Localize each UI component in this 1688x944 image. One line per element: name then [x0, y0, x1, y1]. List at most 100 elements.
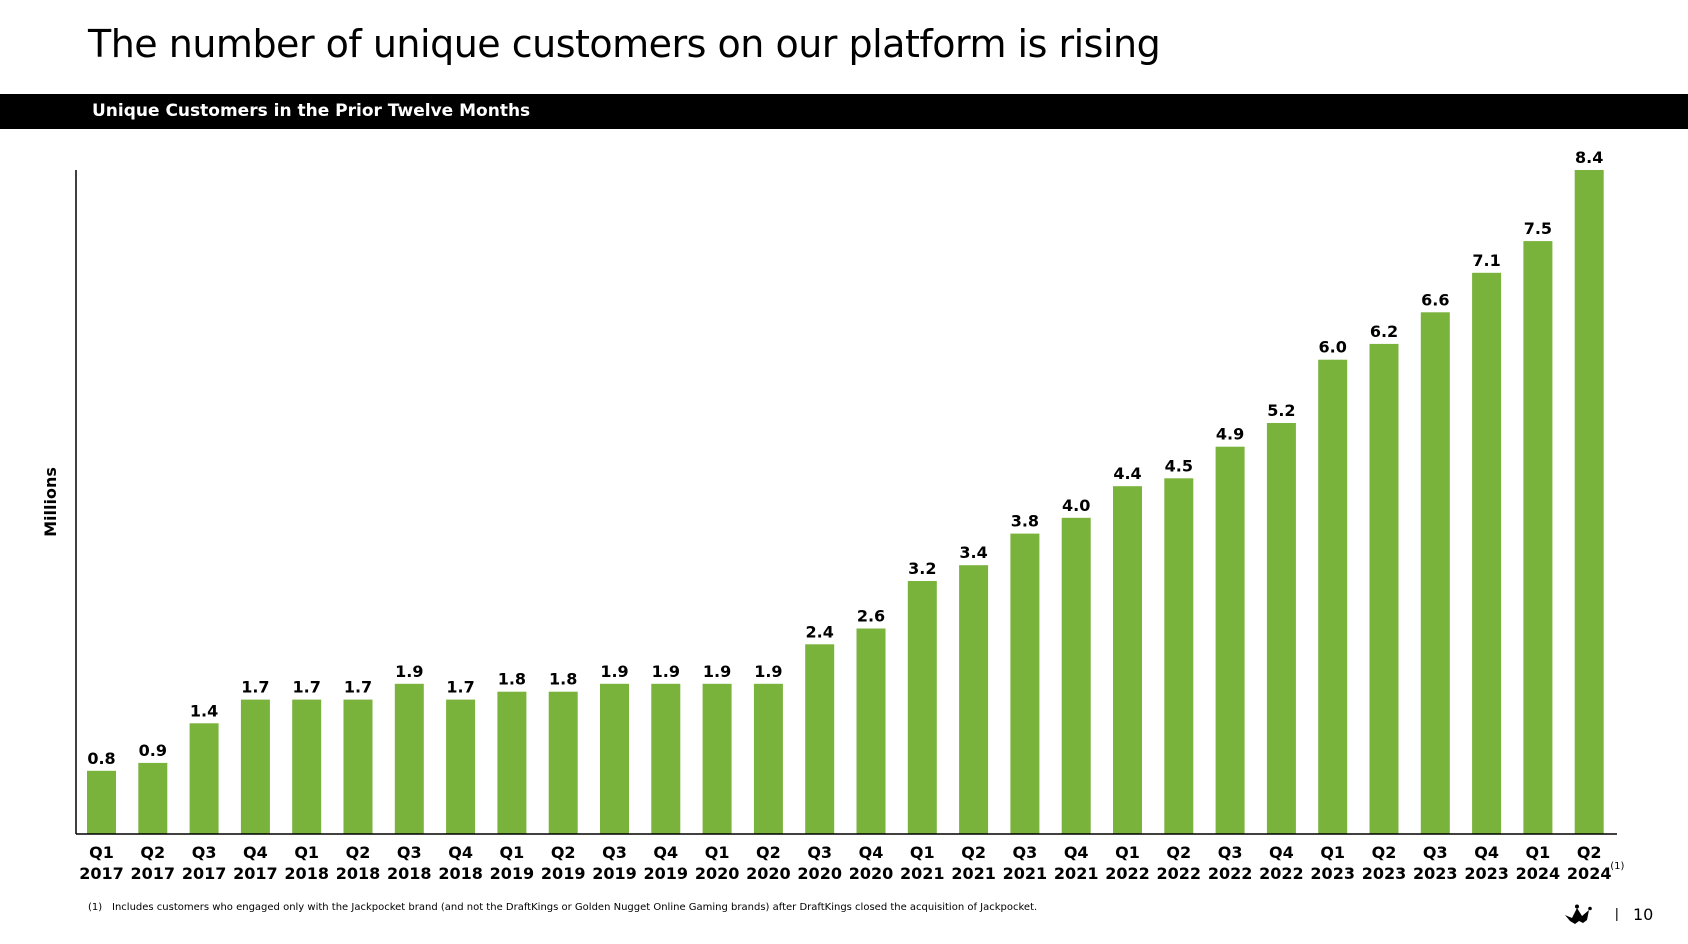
tick-label-quarter-21: Q2	[1166, 843, 1191, 862]
tick-label-year-23: 2022	[1259, 864, 1304, 883]
bar-5	[343, 699, 373, 834]
tick-label-quarter-0: Q1	[89, 843, 114, 862]
value-label-26: 6.6	[1421, 290, 1449, 309]
tick-label-quarter-3: Q4	[243, 843, 268, 862]
tick-label-quarter-14: Q3	[807, 843, 832, 862]
bar-25	[1369, 343, 1399, 834]
tick-label-quarter-8: Q1	[500, 843, 525, 862]
value-label-29: 8.4	[1575, 148, 1603, 167]
tick-label-year-6: 2018	[387, 864, 432, 883]
tick-label-quarter-22: Q3	[1218, 843, 1243, 862]
value-label-4: 1.7	[293, 678, 321, 697]
value-label-6: 1.9	[395, 662, 423, 681]
tick-label-quarter-23: Q4	[1269, 843, 1294, 862]
value-label-8: 1.8	[498, 670, 526, 689]
value-label-1: 0.9	[139, 741, 167, 760]
tick-label-quarter-26: Q3	[1423, 843, 1448, 862]
bar-19	[1061, 517, 1091, 834]
bar-26	[1420, 312, 1450, 834]
tick-label-quarter-16: Q1	[910, 843, 935, 862]
y-axis-label: Millions	[41, 467, 60, 537]
bar-14	[805, 644, 835, 834]
value-label-14: 2.4	[806, 622, 834, 641]
tick-label-year-2: 2017	[182, 864, 227, 883]
chart-title-banner: Unique Customers in the Prior Twelve Mon…	[0, 94, 1688, 129]
tick-label-quarter-11: Q4	[653, 843, 678, 862]
tick-label-year-28: 2024	[1516, 864, 1561, 883]
tick-label-year-17: 2021	[951, 864, 996, 883]
value-label-12: 1.9	[703, 662, 731, 681]
bar-16	[907, 581, 937, 834]
value-label-24: 6.0	[1319, 338, 1347, 357]
chart-title: Unique Customers in the Prior Twelve Mon…	[92, 101, 531, 121]
bars-group	[87, 170, 1604, 835]
tick-label-year-26: 2023	[1413, 864, 1458, 883]
value-label-19: 4.0	[1062, 496, 1090, 515]
bar-23	[1266, 423, 1296, 834]
tick-label-quarter-19: Q4	[1064, 843, 1089, 862]
bar-28	[1523, 241, 1553, 835]
value-label-13: 1.9	[754, 662, 782, 681]
tick-label-year-8: 2019	[490, 864, 535, 883]
value-label-17: 3.4	[959, 543, 987, 562]
tick-label-year-25: 2023	[1362, 864, 1407, 883]
value-label-0: 0.8	[87, 749, 115, 768]
tick-label-year-22: 2022	[1208, 864, 1253, 883]
value-label-25: 6.2	[1370, 322, 1398, 341]
tick-label-year-16: 2021	[900, 864, 945, 883]
bar-2	[189, 723, 219, 834]
tick-label-year-7: 2018	[438, 864, 483, 883]
bar-9	[548, 691, 578, 834]
bar-18	[1010, 533, 1040, 834]
bar-20	[1113, 486, 1142, 834]
value-label-11: 1.9	[652, 662, 680, 681]
tick-label-year-3: 2017	[233, 864, 278, 883]
bar-21	[1164, 478, 1194, 834]
bar-17	[959, 565, 989, 834]
bar-13	[753, 683, 783, 834]
tick-label-year-13: 2020	[746, 864, 791, 883]
bar-4	[292, 699, 322, 834]
tick-label-quarter-20: Q1	[1115, 843, 1140, 862]
tick-label-year-4: 2018	[284, 864, 329, 883]
tick-label-year-5: 2018	[336, 864, 381, 883]
footnote-text: Includes customers who engaged only with…	[112, 902, 1038, 913]
tick-label-year-11: 2019	[644, 864, 689, 883]
value-label-3: 1.7	[241, 678, 269, 697]
bar-7	[446, 699, 476, 834]
page-number: 10	[1633, 905, 1654, 924]
page-separator: |	[1615, 905, 1619, 921]
bar-6	[394, 683, 424, 834]
tick-label-year-1: 2017	[131, 864, 176, 883]
value-label-20: 4.4	[1113, 464, 1141, 483]
bar-15	[856, 628, 886, 834]
tick-label-quarter-5: Q2	[346, 843, 371, 862]
value-label-27: 7.1	[1472, 251, 1500, 270]
bar-10	[600, 683, 629, 834]
tick-label-year-10: 2019	[592, 864, 637, 883]
value-labels-group: 0.8 0.9 1.4 1.7 1.7 1.7 1.9 1.7 1.8 1.8 1.9 1.9 1.9 1…	[87, 148, 1603, 768]
value-label-21: 4.5	[1165, 456, 1193, 475]
tick-label-year-12: 2020	[695, 864, 740, 883]
tick-label-quarter-9: Q2	[551, 843, 576, 862]
bar-chart: 0.8 0.9 1.4 1.7 1.7 1.7 1.9 1.7 1.8 1.8 1.9 1.9 1.9 1…	[41, 148, 1624, 883]
tick-label-year-24: 2023	[1310, 864, 1355, 883]
tick-label-quarter-29: Q2	[1577, 843, 1602, 862]
last-category-note: (1)	[1610, 861, 1624, 872]
value-label-16: 3.2	[908, 559, 936, 578]
tick-label-quarter-4: Q1	[294, 843, 319, 862]
bar-1	[138, 762, 168, 834]
tick-label-quarter-18: Q3	[1013, 843, 1038, 862]
bar-27	[1472, 272, 1502, 834]
value-label-7: 1.7	[446, 678, 474, 697]
bar-11	[651, 683, 681, 834]
value-label-10: 1.9	[600, 662, 628, 681]
tick-label-year-27: 2023	[1464, 864, 1509, 883]
tick-label-year-21: 2022	[1157, 864, 1202, 883]
value-label-28: 7.5	[1524, 219, 1552, 238]
tick-label-quarter-25: Q2	[1372, 843, 1397, 862]
bar-24	[1318, 359, 1348, 834]
tick-label-year-0: 2017	[79, 864, 124, 883]
tick-labels-group: Q1 2017 Q2 2017 Q3 2017 Q4 2017 Q1 2018 Q2 2018 Q3 20…	[79, 843, 1624, 883]
tick-label-year-29: 2024	[1567, 864, 1612, 883]
